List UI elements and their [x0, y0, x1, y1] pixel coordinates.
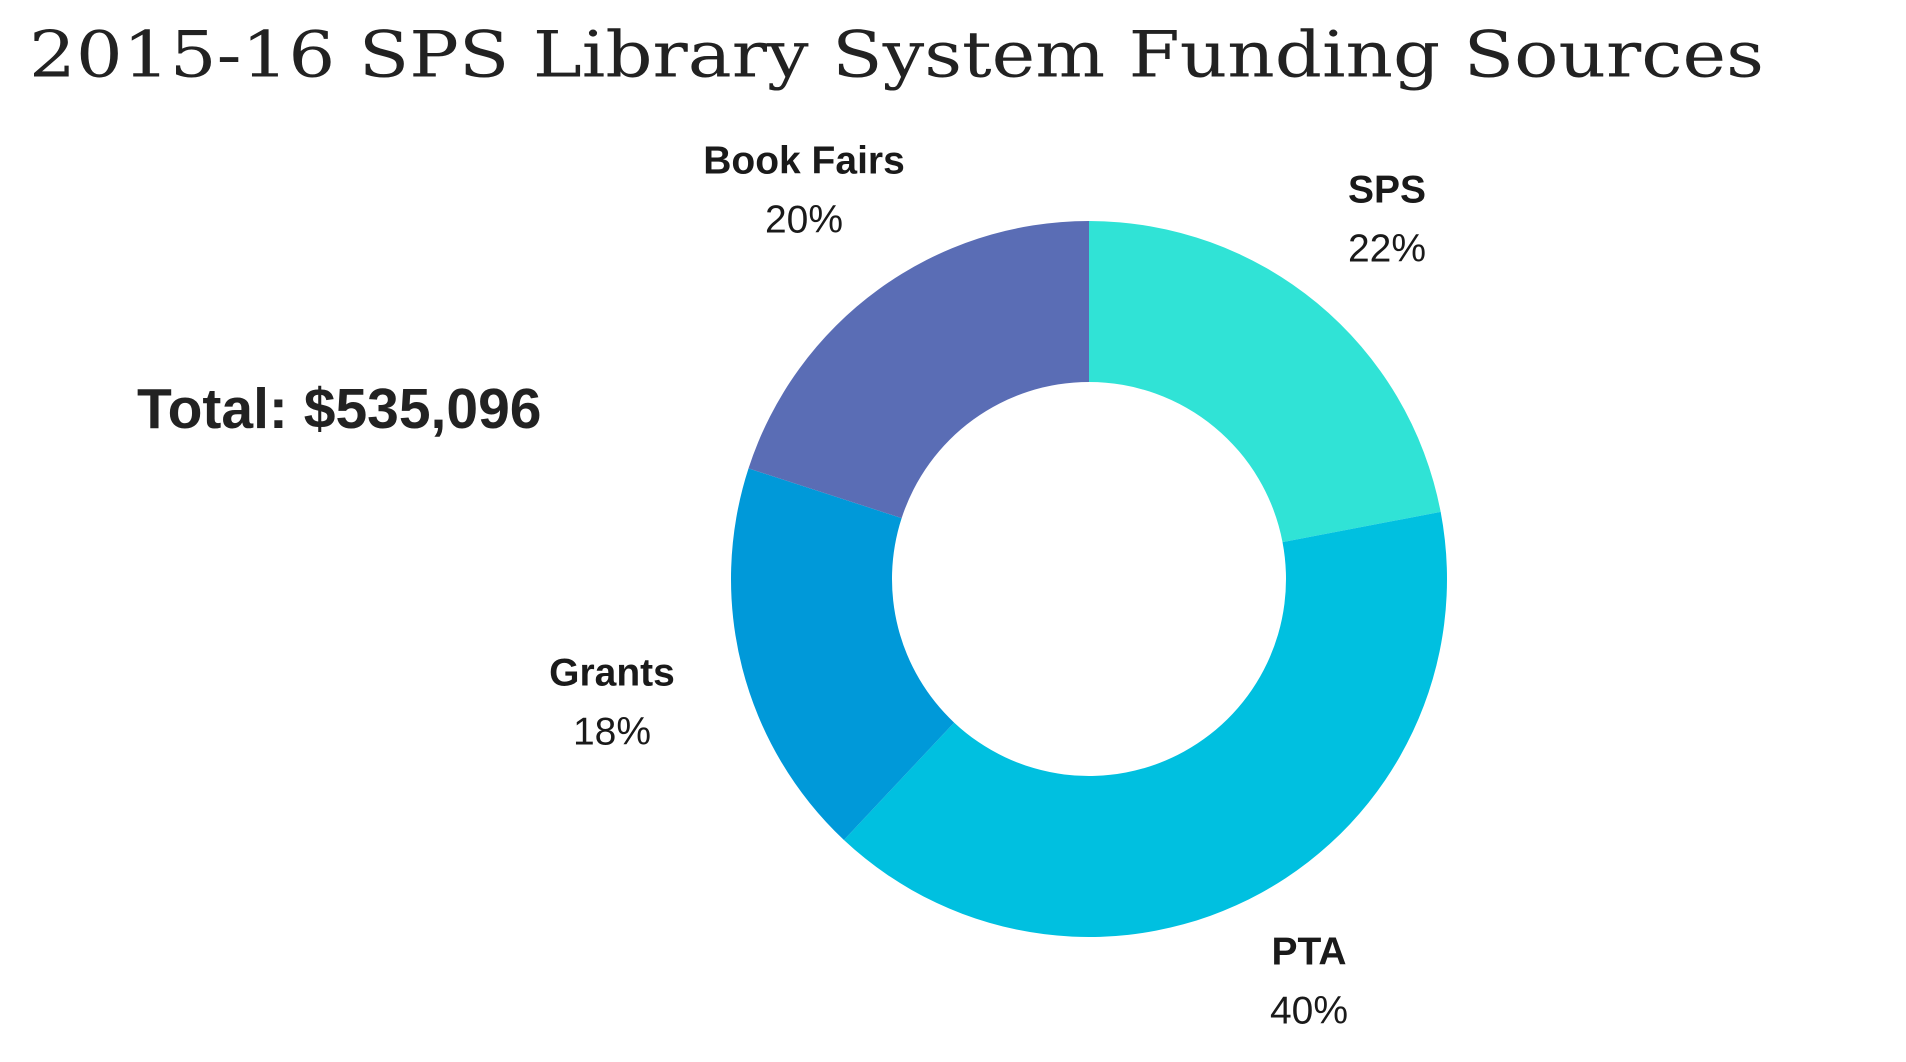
slice-value-label: 18% [573, 710, 651, 753]
chart-title: 2015-16 SPS Library System Funding Sourc… [29, 19, 1764, 93]
slice-label: Book Fairs [703, 139, 905, 182]
donut-slice [731, 468, 955, 840]
donut-slice [748, 221, 1089, 519]
total-annotation: Total: $535,096 [137, 377, 541, 441]
slice-label: PTA [1271, 930, 1346, 973]
slice-label: Grants [549, 651, 675, 694]
slice-value-label: 20% [765, 198, 843, 241]
slice-label: SPS [1348, 168, 1426, 211]
slice-value-label: 22% [1348, 227, 1426, 270]
slice-value-label: 40% [1270, 989, 1348, 1032]
donut-slice [1089, 221, 1441, 543]
donut-slice [843, 511, 1447, 937]
